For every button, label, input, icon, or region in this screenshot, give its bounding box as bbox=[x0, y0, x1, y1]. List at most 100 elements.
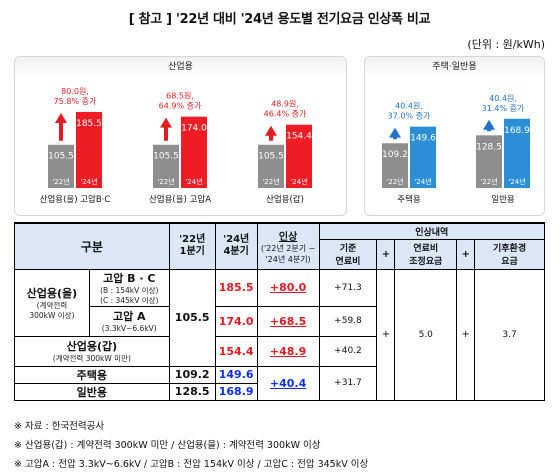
cell-general: 일반용 bbox=[14, 382, 170, 401]
industrial-panel-title: 산업용 bbox=[15, 57, 346, 79]
header-plus-1: + bbox=[376, 238, 396, 270]
cell-res-q22: 109.2 bbox=[168, 365, 216, 384]
header-category: 구분 bbox=[14, 222, 170, 270]
increase-percent-label: 37.0% 증가 bbox=[388, 112, 431, 121]
bar-value-22: 105.5 bbox=[48, 152, 74, 162]
category-label: 산업용(갑) bbox=[266, 194, 304, 205]
increase-arrow-head bbox=[265, 125, 277, 136]
bar-22 bbox=[476, 135, 502, 188]
header-fuel-adj: 연료비 조정요금 bbox=[394, 238, 458, 270]
header-climate: 기후환경 요금 bbox=[474, 238, 545, 270]
table-row-hv-bc: 산업용(을) (계약전력 300kW 이상) 고압 B · C (B : 154… bbox=[14, 268, 545, 401]
increase-percent-label: 31.4% 증가 bbox=[482, 104, 525, 113]
cell-industrial-q22: 105.5 bbox=[168, 268, 216, 367]
bar-24 bbox=[286, 124, 312, 188]
footnote-voltage: ※ 고압A : 전압 3.3kV~6.6kV / 고압B : 전압 154kV … bbox=[14, 459, 369, 470]
increase-arrow-head bbox=[483, 119, 495, 130]
bar-year-24: '24년 bbox=[508, 177, 525, 186]
cell-gen-q22: 128.5 bbox=[168, 382, 216, 401]
header-detail: 인상내역 bbox=[318, 222, 546, 240]
increase-amount-label: 40.4원, bbox=[395, 102, 423, 111]
bar-year-24: '24년 bbox=[80, 177, 97, 186]
bar-value-24: 154.4 bbox=[286, 132, 312, 142]
increase-arrow-head bbox=[55, 112, 67, 123]
increase-percent-label: 64.9% 증가 bbox=[159, 102, 202, 111]
header-base-fuel: 기준 연료비 bbox=[318, 238, 378, 270]
increase-arrow-head bbox=[389, 127, 401, 138]
bar-value-22: 105.5 bbox=[258, 152, 284, 162]
bar-value-24: 149.6 bbox=[410, 134, 436, 144]
cell-hv-a: 고압 A (3.3kV~6.6kV) bbox=[88, 305, 170, 337]
cell-gap-q24: 154.4 bbox=[214, 335, 258, 367]
category-label: 일반용 bbox=[491, 194, 515, 205]
cell-res-q24: 149.6 bbox=[214, 365, 258, 384]
bar-year-22: '22년 bbox=[52, 177, 69, 186]
header-q22: '22년 1분기 bbox=[168, 222, 216, 270]
bar-value-22: 105.5 bbox=[153, 152, 179, 162]
bar-value-22: 109.2 bbox=[382, 150, 408, 160]
table-row-industrial-gap: 산업용(갑) (계약전력 300kW 미만) 154.4 +48.9 +40.2 bbox=[14, 335, 545, 367]
cell-bc-hike: +80.0 bbox=[256, 268, 320, 307]
bar-24 bbox=[181, 116, 207, 188]
page-title: [ 참고 ] '22년 대비 '24년 용도별 전기요금 인상폭 비교 bbox=[128, 12, 431, 27]
bar-value-24: 185.5 bbox=[76, 119, 102, 129]
category-label: 산업용(을) 고압A bbox=[149, 194, 211, 205]
increase-amount-label: 80.0원, bbox=[61, 87, 89, 96]
cell-gen-q24: 168.9 bbox=[214, 382, 258, 401]
bar-24 bbox=[76, 111, 102, 188]
residential-general-chart-panel: 주택·일반용 109.2'22년 149.6'24년 40.4원, 37.0% 증가 주… bbox=[364, 56, 545, 216]
cell-bc-q24: 185.5 bbox=[214, 268, 258, 307]
bar-22 bbox=[153, 144, 179, 188]
cell-climate: 3.7 bbox=[474, 268, 545, 401]
increase-amount-label: 68.5원, bbox=[166, 92, 194, 101]
cell-plus-1: + bbox=[376, 268, 396, 401]
increase-percent-label: 75.8% 증가 bbox=[54, 97, 97, 106]
cell-a-hike: +68.5 bbox=[256, 305, 320, 337]
table-row-residential: 주택용 109.2 149.6 +40.4 +31.7 bbox=[14, 365, 545, 401]
table-row-general: 일반용 128.5 168.9 bbox=[14, 382, 545, 401]
footnote-source: ※ 자료 : 한국전력공사 bbox=[14, 421, 105, 432]
cell-bc-base: +71.3 bbox=[318, 268, 378, 307]
bar-value-22: 128.5 bbox=[476, 142, 502, 152]
bar-22 bbox=[48, 144, 74, 188]
bar-year-24: '24년 bbox=[414, 177, 431, 186]
cell-a-q24: 174.0 bbox=[214, 305, 258, 337]
cell-rg-hike: +40.4 bbox=[256, 365, 320, 401]
increase-amount-label: 48.9원, bbox=[271, 100, 299, 109]
footnote-industrial: ※ 산업용(갑) : 계약전력 300kW 미만 / 산업용(을) : 계약전력… bbox=[14, 440, 321, 451]
header-hike: 인상 ('22년 2분기 ~ '24년 4분기) bbox=[256, 222, 320, 270]
cell-gap-base: +40.2 bbox=[318, 335, 378, 367]
bar-24 bbox=[504, 118, 530, 188]
cell-a-base: +59.8 bbox=[318, 305, 378, 337]
increase-arrow-head bbox=[160, 117, 172, 128]
bar-22 bbox=[382, 143, 408, 188]
bar-year-22: '22년 bbox=[157, 177, 174, 186]
bar-22 bbox=[258, 144, 284, 188]
increase-amount-label: 40.4원, bbox=[489, 94, 517, 103]
bar-year-22: '22년 bbox=[386, 177, 403, 186]
category-label: 산업용(을) 고압B·C bbox=[40, 194, 111, 205]
header-q24: '24년 4분기 bbox=[214, 222, 258, 270]
cell-industrial-gap: 산업용(갑) (계약전력 300kW 미만) bbox=[14, 335, 170, 367]
bar-value-24: 174.0 bbox=[181, 124, 207, 134]
bar-year-24: '24년 bbox=[290, 177, 307, 186]
cell-residential: 주택용 bbox=[14, 365, 170, 384]
cell-rg-base: +31.7 bbox=[318, 365, 378, 401]
table-row-hv-a: 고압 A (3.3kV~6.6kV) 174.0 +68.5 +59.8 bbox=[15, 305, 545, 337]
cell-gap-hike: +48.9 bbox=[256, 335, 320, 367]
header-plus-2: + bbox=[456, 238, 476, 270]
bar-year-22: '22년 bbox=[262, 177, 279, 186]
bar-value-24: 168.9 bbox=[504, 126, 530, 136]
increase-percent-label: 46.4% 증가 bbox=[264, 110, 307, 119]
cell-fuel-adj: 5.0 bbox=[394, 268, 458, 401]
bar-year-24: '24년 bbox=[185, 177, 202, 186]
bar-year-22: '22년 bbox=[480, 177, 497, 186]
cell-hv-bc: 고압 B · C (B : 154kV 이상) (C : 345kV 이상) bbox=[88, 268, 170, 307]
residential-panel-title: 주택·일반용 bbox=[365, 57, 544, 79]
cell-plus-2: + bbox=[456, 268, 476, 401]
cell-industrial-eul: 산업용(을) (계약전력 300kW 이상) bbox=[14, 268, 90, 337]
bar-24 bbox=[410, 126, 436, 188]
